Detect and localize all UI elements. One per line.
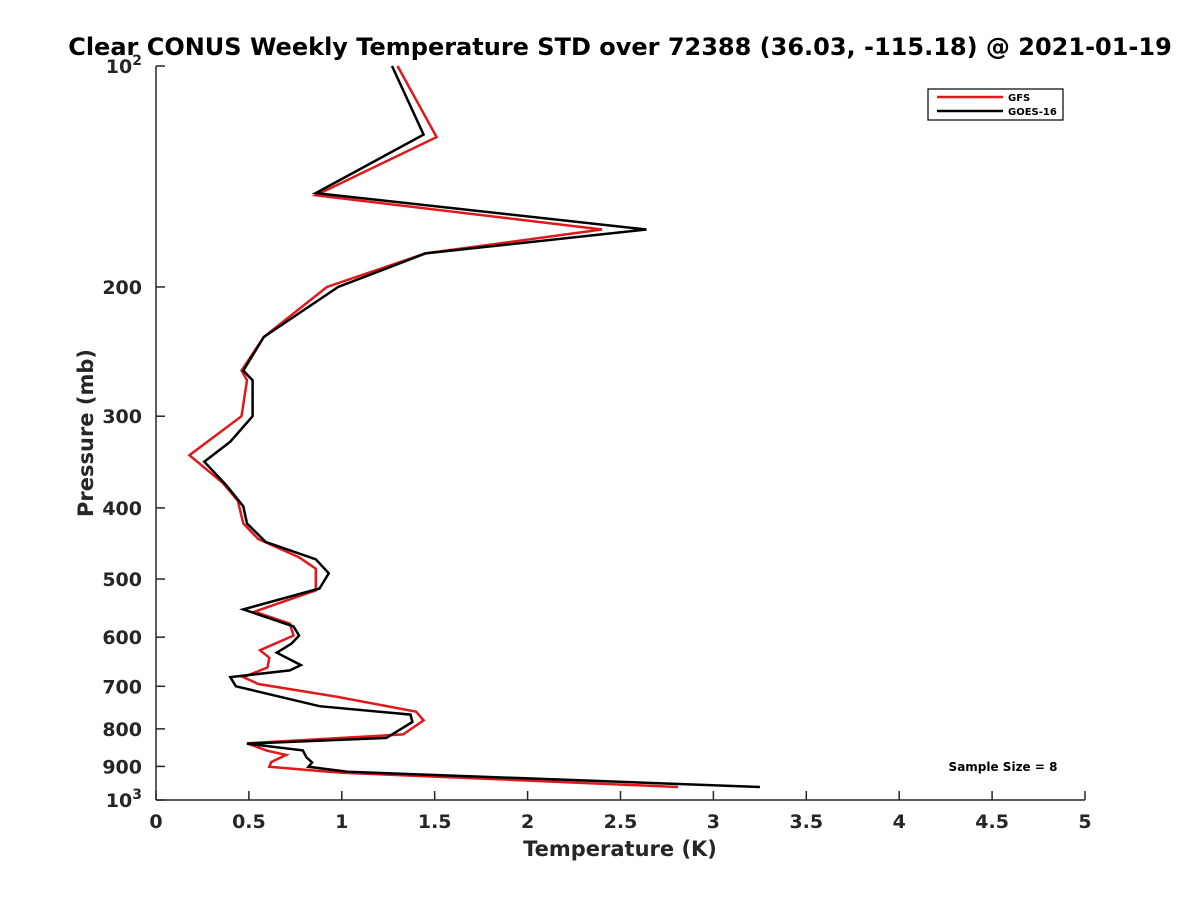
series-line-goes16 [202, 65, 760, 789]
legend: GFS GOES-16 [927, 88, 1064, 121]
y-ticks: 102 200 300 400 500 600 700 800 900 103 [102, 53, 165, 812]
plot-area: 0 0.5 1 1.5 2 2.5 3 3.5 4 4.5 5 102 200 300 400 500 600… [102, 53, 1091, 833]
x-tick-label: 3.5 [789, 811, 823, 833]
y-tick-label: 200 [102, 277, 142, 299]
y-axis-label: Pressure (mb) [74, 349, 98, 517]
sample-size-annotation: Sample Size = 8 [949, 760, 1058, 774]
y-tick-label: 400 [102, 498, 142, 520]
x-tick-label: 2.5 [604, 811, 638, 833]
chart-title: Clear CONUS Weekly Temperature STD over … [68, 33, 1172, 61]
series-lines [187, 65, 760, 789]
y-tick-label: 300 [102, 406, 142, 428]
y-tick-label: 600 [102, 627, 142, 649]
y-tick-label: 500 [102, 569, 142, 591]
x-tick-label: 1 [335, 811, 348, 833]
x-tick-label: 1.5 [418, 811, 452, 833]
legend-box [927, 88, 1064, 121]
y-tick-label: 700 [102, 676, 142, 698]
y-tick-label: 102 [106, 53, 142, 78]
y-tick-label: 103 [106, 787, 142, 812]
x-tick-label: 0 [149, 811, 162, 833]
x-tick-label: 4.5 [975, 811, 1009, 833]
x-axis-label: Temperature (K) [523, 837, 717, 861]
legend-label-goes16: GOES-16 [1008, 107, 1057, 118]
x-tick-label: 2 [521, 811, 534, 833]
y-tick-label: 900 [102, 756, 142, 778]
legend-label-gfs: GFS [1008, 93, 1030, 104]
x-tick-label: 5 [1078, 811, 1091, 833]
y-tick-label: 800 [102, 719, 142, 741]
x-tick-label: 4 [893, 811, 906, 833]
x-tick-label: 3 [707, 811, 720, 833]
x-tick-label: 0.5 [232, 811, 266, 833]
x-ticks: 0 0.5 1 1.5 2 2.5 3 3.5 4 4.5 5 [149, 791, 1092, 833]
